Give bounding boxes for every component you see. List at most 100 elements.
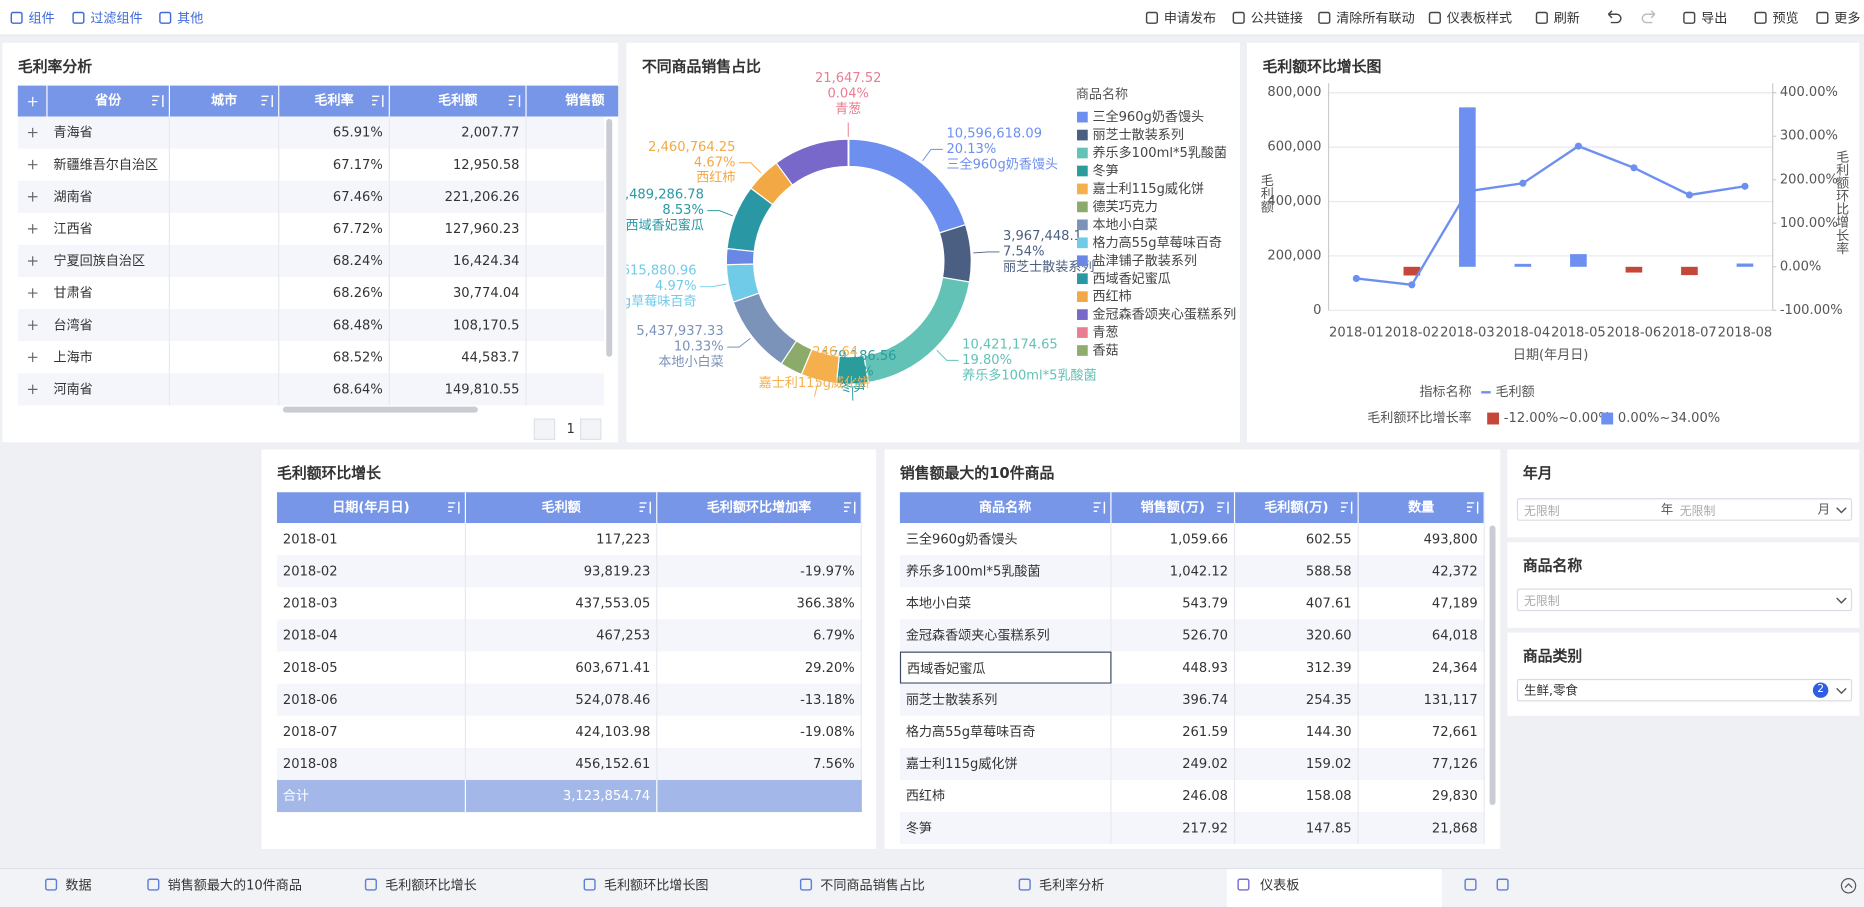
toolbar-button[interactable]: 组件: [29, 8, 55, 27]
table-cell[interactable]: 1,042.12: [1112, 555, 1236, 587]
table-cell[interactable]: 本地小白菜: [900, 587, 1112, 619]
table-cell: 7.56%: [657, 748, 861, 780]
table-cell[interactable]: 西红柿: [900, 780, 1112, 812]
expand-icon[interactable]: [27, 256, 38, 267]
table-header[interactable]: 日期(年月日): [277, 492, 466, 523]
table-cell[interactable]: 249.02: [1112, 748, 1236, 780]
expand-icon[interactable]: [27, 96, 38, 107]
table-cell[interactable]: 158.08: [1235, 780, 1359, 812]
tab[interactable]: 毛利额环比增长: [385, 875, 477, 896]
table-header[interactable]: 毛利额环比增加率: [657, 492, 861, 523]
tab[interactable]: 毛利率分析: [1039, 875, 1104, 896]
table-cell[interactable]: 254.35: [1235, 684, 1359, 716]
table-cell[interactable]: 72,661: [1359, 716, 1485, 748]
table-cell: 河南省: [48, 373, 170, 405]
table-cell[interactable]: 冬笋: [900, 812, 1112, 844]
table-cell[interactable]: 丽芝士散装系列: [900, 684, 1112, 716]
filter-input[interactable]: [1517, 589, 1852, 612]
toolbar-button[interactable]: 清除所有联动: [1336, 8, 1414, 27]
data-label: 10,596,618.09: [946, 126, 1042, 141]
data-label: 2,615,880.96: [626, 264, 696, 279]
table-cell[interactable]: 1,059.66: [1112, 523, 1236, 555]
table-cell[interactable]: 147.85: [1235, 812, 1359, 844]
table-cell[interactable]: 526.70: [1112, 619, 1236, 651]
legend-swatch: [1077, 273, 1088, 284]
table-cell[interactable]: 396.74: [1112, 684, 1236, 716]
tab[interactable]: 销售额最大的10件商品: [168, 875, 302, 896]
table-cell[interactable]: 320.60: [1235, 619, 1359, 651]
table-header[interactable]: 毛利额: [390, 86, 527, 117]
table-cell[interactable]: 407.61: [1235, 587, 1359, 619]
sort-icon[interactable]: [1466, 501, 1480, 515]
toolbar-button[interactable]: 公共链接: [1251, 8, 1303, 27]
table-header[interactable]: 毛利额: [466, 492, 657, 523]
toolbar-button[interactable]: 导出: [1701, 8, 1727, 27]
table-cell[interactable]: 131,117: [1359, 684, 1485, 716]
table-cell[interactable]: 64,018: [1359, 619, 1485, 651]
expand-icon[interactable]: [27, 288, 38, 299]
expand-icon[interactable]: [27, 352, 38, 363]
table-cell[interactable]: 543.79: [1112, 587, 1236, 619]
toolbar-button[interactable]: 刷新: [1554, 8, 1580, 27]
table-cell: 湖南省: [48, 181, 170, 213]
table-cell[interactable]: 29,830: [1359, 780, 1485, 812]
toolbar-button[interactable]: 仪表板样式: [1447, 8, 1512, 27]
table-cell[interactable]: 448.93: [1112, 652, 1236, 684]
sort-icon[interactable]: [371, 94, 385, 108]
table-cell[interactable]: 261.59: [1112, 716, 1236, 748]
expand-icon[interactable]: [27, 320, 38, 331]
sort-icon[interactable]: [638, 501, 652, 515]
legend-swatch: [1077, 219, 1088, 230]
data-label: 本地小白菜: [658, 354, 723, 370]
table-header[interactable]: 销售额: [527, 86, 619, 117]
sort-icon[interactable]: [1340, 501, 1354, 515]
toolbar-button[interactable]: 过滤组件: [90, 8, 142, 27]
page-prev[interactable]: [534, 419, 555, 440]
data-label: 4,489,286.78: [626, 188, 703, 203]
tab[interactable]: 仪表板: [1260, 875, 1299, 896]
tab[interactable]: 不同商品销售占比: [820, 875, 925, 896]
table-cell[interactable]: 嘉士利115g威化饼: [900, 748, 1112, 780]
expand-icon[interactable]: [27, 224, 38, 235]
expand-icon[interactable]: [27, 384, 38, 395]
data-label: 10,421,174.65: [962, 337, 1058, 352]
sort-icon[interactable]: [1216, 501, 1230, 515]
toolbar-button[interactable]: 其他: [177, 8, 203, 27]
table-cell[interactable]: 养乐多100ml*5乳酸菌: [900, 555, 1112, 587]
sort-icon[interactable]: [843, 501, 857, 515]
table-cell[interactable]: 西域香妃蜜瓜: [900, 652, 1112, 684]
table-cell[interactable]: 格力高55g草莓味百奇: [900, 716, 1112, 748]
table-cell[interactable]: 47,189: [1359, 587, 1485, 619]
page-next[interactable]: [580, 419, 601, 440]
table-cell[interactable]: 金冠森香颂夹心蛋糕系列: [900, 619, 1112, 651]
table-cell[interactable]: 42,372: [1359, 555, 1485, 587]
table-cell[interactable]: 三全960g奶香馒头: [900, 523, 1112, 555]
table-cell[interactable]: 602.55: [1235, 523, 1359, 555]
table-cell[interactable]: 493,800: [1359, 523, 1485, 555]
table-header[interactable]: 商品名称: [900, 492, 1112, 523]
table-cell[interactable]: 159.02: [1235, 748, 1359, 780]
table-cell[interactable]: 246.08: [1112, 780, 1236, 812]
table-cell[interactable]: 21,868: [1359, 812, 1485, 844]
expand-icon[interactable]: [27, 127, 38, 138]
table-cell[interactable]: 312.39: [1235, 652, 1359, 684]
toolbar-button[interactable]: 申请发布: [1164, 8, 1216, 27]
sort-icon[interactable]: [151, 94, 165, 108]
tab[interactable]: 数据: [65, 875, 91, 896]
expand-icon[interactable]: [27, 159, 38, 170]
sort-icon[interactable]: [447, 501, 461, 515]
table-cell[interactable]: 24,364: [1359, 652, 1485, 684]
toolbar-button[interactable]: 预览: [1772, 8, 1798, 27]
sort-icon[interactable]: [260, 94, 274, 108]
tab[interactable]: 毛利额环比增长图: [604, 875, 709, 896]
table-cell[interactable]: 77,126: [1359, 748, 1485, 780]
table-cell[interactable]: 217.92: [1112, 812, 1236, 844]
toolbar-button[interactable]: 更多: [1834, 8, 1860, 27]
sort-icon[interactable]: [508, 94, 522, 108]
table-cell[interactable]: 588.58: [1235, 555, 1359, 587]
icon-shape: [11, 12, 22, 23]
expand-icon[interactable]: [27, 191, 38, 202]
sort-icon[interactable]: [1092, 501, 1106, 515]
icon-shape: [1233, 12, 1244, 23]
table-cell[interactable]: 144.30: [1235, 716, 1359, 748]
